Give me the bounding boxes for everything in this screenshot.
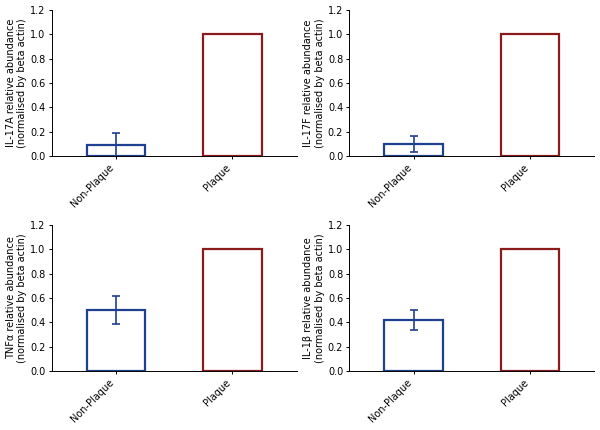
Bar [86,145,145,157]
Bar [501,249,559,372]
Y-axis label: IL-1β relative abundance
(normalised by beta actin): IL-1β relative abundance (normalised by … [304,233,325,363]
Y-axis label: IL-17F relative abundance
(normalised by beta actin): IL-17F relative abundance (normalised by… [304,18,325,148]
Bar [203,249,262,372]
Bar [86,310,145,372]
Y-axis label: TNFα relative abundance
(normalised by beta actin): TNFα relative abundance (normalised by b… [5,233,27,363]
Y-axis label: IL-17A relative abundance
(normalised by beta actin): IL-17A relative abundance (normalised by… [5,18,27,148]
Bar [203,34,262,157]
Bar [385,320,443,372]
Bar [501,34,559,157]
Bar [385,144,443,157]
